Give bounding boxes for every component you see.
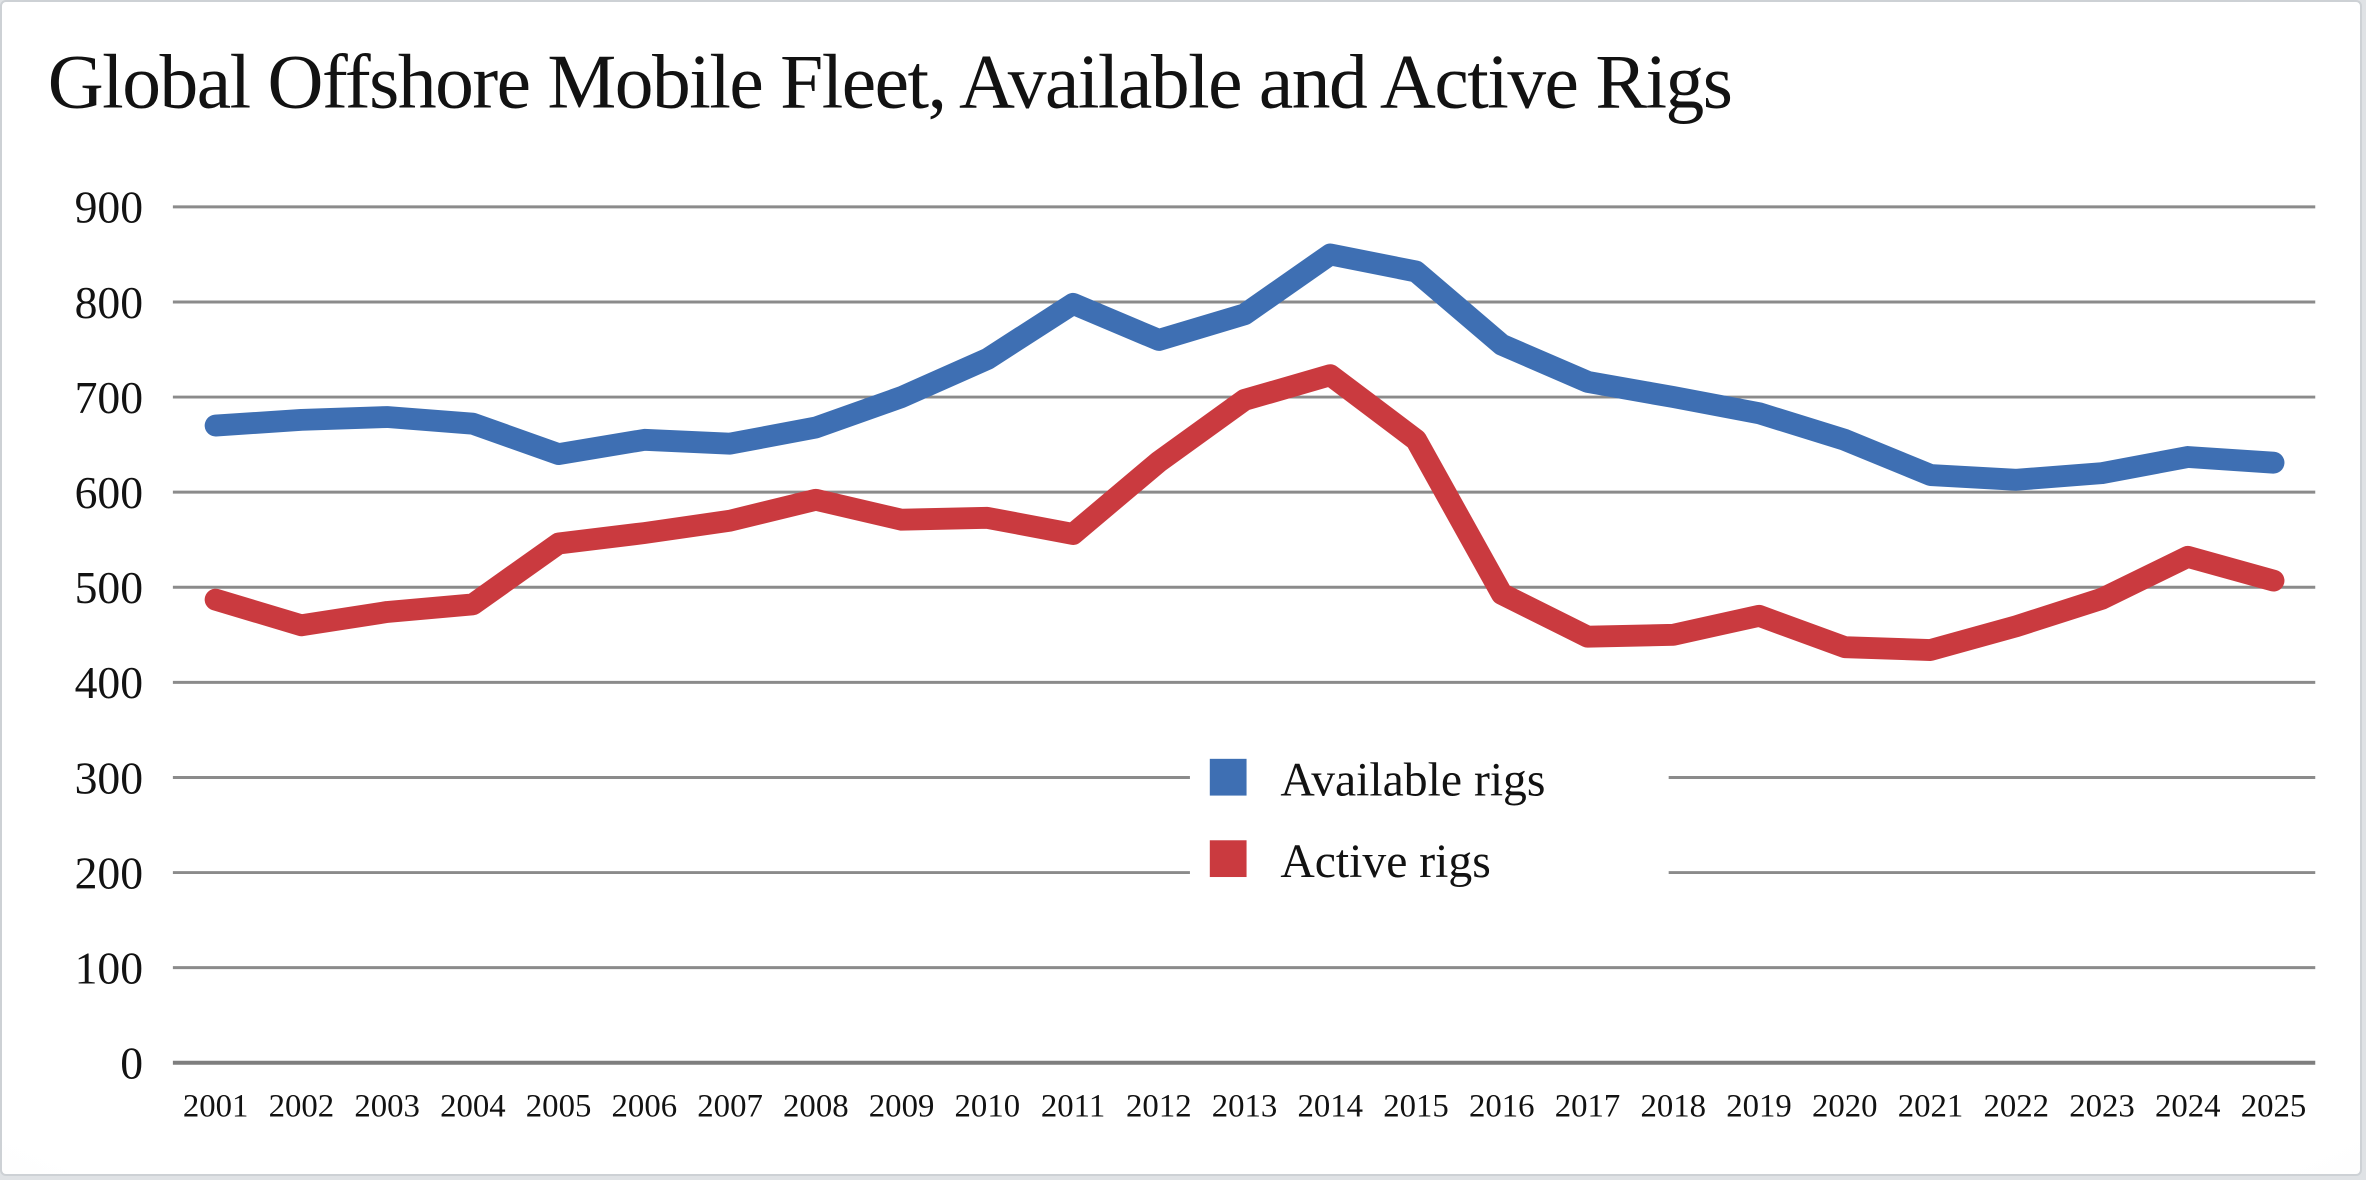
x-tick-label-2023: 2023 bbox=[2069, 1088, 2135, 1124]
x-tick-label-2019: 2019 bbox=[1726, 1088, 1792, 1124]
x-tick-label-2004: 2004 bbox=[440, 1088, 506, 1124]
legend-background bbox=[1189, 734, 1669, 908]
x-tick-label-2021: 2021 bbox=[1898, 1088, 1964, 1124]
x-tick-label-2003: 2003 bbox=[354, 1088, 420, 1124]
x-tick-label-2012: 2012 bbox=[1126, 1088, 1192, 1124]
x-tick-label-2017: 2017 bbox=[1555, 1088, 1621, 1124]
legend-label-available: Available rigs bbox=[1280, 755, 1545, 807]
x-tick-label-2005: 2005 bbox=[526, 1088, 592, 1124]
series-line-available-rigs bbox=[204, 243, 2285, 491]
data-series bbox=[204, 243, 2285, 661]
x-tick-label-2013: 2013 bbox=[1212, 1088, 1278, 1124]
y-tick-label-800: 800 bbox=[75, 277, 144, 328]
y-tick-label-900: 900 bbox=[75, 182, 144, 233]
y-tick-label-600: 600 bbox=[75, 467, 144, 518]
x-tick-label-2010: 2010 bbox=[955, 1088, 1021, 1124]
legend-label-active: Active rigs bbox=[1280, 836, 1490, 888]
x-tick-label-2006: 2006 bbox=[612, 1088, 678, 1124]
x-tick-label-2024: 2024 bbox=[2155, 1088, 2221, 1124]
legend-swatch-available bbox=[1209, 758, 1247, 796]
series-line-active-rigs bbox=[204, 364, 2285, 661]
y-tick-label-0: 0 bbox=[120, 1038, 143, 1089]
y-tick-label-500: 500 bbox=[75, 562, 144, 613]
x-tick-label-2020: 2020 bbox=[1812, 1088, 1878, 1124]
y-tick-label-700: 700 bbox=[75, 372, 144, 423]
x-tick-label-2007: 2007 bbox=[697, 1088, 763, 1124]
x-tick-label-2022: 2022 bbox=[1984, 1088, 2050, 1124]
x-tick-label-2001: 2001 bbox=[183, 1088, 249, 1124]
y-tick-label-100: 100 bbox=[75, 943, 144, 994]
y-tick-label-400: 400 bbox=[75, 657, 144, 708]
x-tick-label-2025: 2025 bbox=[2241, 1088, 2307, 1124]
y-tick-label-300: 300 bbox=[75, 752, 144, 803]
x-tick-label-2008: 2008 bbox=[783, 1088, 849, 1124]
x-tick-label-2014: 2014 bbox=[1298, 1088, 1364, 1124]
x-tick-label-2015: 2015 bbox=[1383, 1088, 1449, 1124]
x-tick-label-2011: 2011 bbox=[1041, 1088, 1105, 1124]
chart-title: Global Offshore Mobile Fleet, Available … bbox=[48, 38, 1732, 124]
x-tick-label-2016: 2016 bbox=[1469, 1088, 1535, 1124]
x-tick-label-2002: 2002 bbox=[269, 1088, 335, 1124]
x-tick-label-2018: 2018 bbox=[1641, 1088, 1707, 1124]
legend: Available rigs Active rigs bbox=[1189, 734, 1669, 908]
y-tick-label-200: 200 bbox=[75, 847, 144, 898]
x-tick-label-2009: 2009 bbox=[869, 1088, 935, 1124]
legend-swatch-active bbox=[1209, 840, 1247, 878]
x-axis-labels: 2001 2002 2003 2004 2005 2006 2007 2008 2009 2010… bbox=[183, 1088, 2306, 1124]
y-axis-labels: 0 100 200 300 400 500 600 700 800 900 bbox=[75, 182, 144, 1089]
